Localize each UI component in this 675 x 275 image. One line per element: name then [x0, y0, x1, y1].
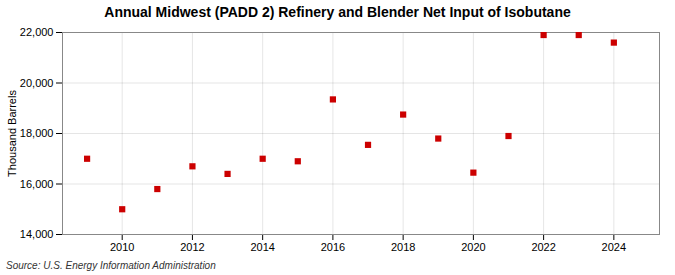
svg-text:Thousand Barrels: Thousand Barrels: [6, 90, 18, 177]
svg-text:18,000: 18,000: [20, 127, 54, 139]
svg-text:14,000: 14,000: [20, 228, 54, 240]
svg-text:2016: 2016: [321, 241, 345, 253]
svg-text:20,000: 20,000: [20, 77, 54, 89]
svg-text:22,000: 22,000: [20, 26, 54, 38]
svg-text:2024: 2024: [602, 241, 626, 253]
svg-text:16,000: 16,000: [20, 178, 54, 190]
svg-text:2018: 2018: [391, 241, 415, 253]
svg-text:2010: 2010: [110, 241, 134, 253]
svg-text:2022: 2022: [531, 241, 555, 253]
html-text:Annual Midwest (PADD 2) Refine: Annual Midwest (PADD 2) Refinery and Ble…: [104, 4, 571, 20]
svg-text:2014: 2014: [250, 241, 274, 253]
svg-text:2012: 2012: [180, 241, 204, 253]
html-text:Source: U.S. Energy Informatio: Source: U.S. Energy Information Administ…: [6, 260, 216, 271]
svg-text:2020: 2020: [461, 241, 485, 253]
